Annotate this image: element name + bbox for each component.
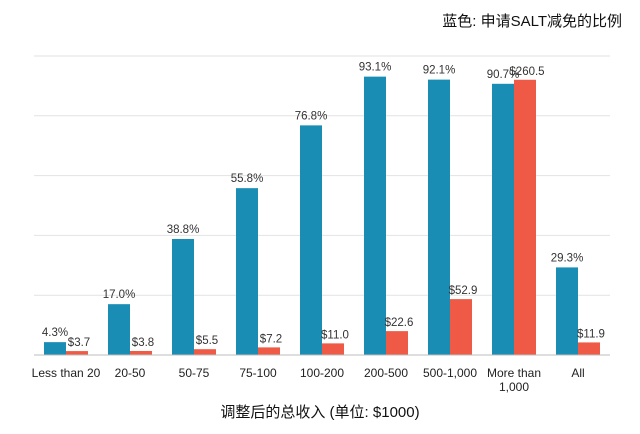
x-tick-label: 100-200 (300, 366, 344, 380)
bar-share (300, 125, 322, 355)
data-label-amount: $11.0 (321, 329, 349, 341)
data-label-share: 90.7% (487, 69, 520, 81)
bar-share (556, 267, 578, 355)
x-tick-label: 200-500 (364, 366, 408, 380)
data-label-amount: $3.8 (132, 337, 154, 349)
x-axis-title: 调整后的总收入 (单位: $1000) (220, 404, 420, 421)
bar-amount (578, 342, 600, 355)
data-label-share: 4.3% (42, 327, 68, 339)
data-label-amount: $3.7 (68, 337, 90, 349)
bar-amount (258, 347, 280, 355)
data-label-share: 29.3% (551, 252, 584, 264)
x-tick-label: 1,000 (499, 380, 529, 394)
x-tick-label: 75-100 (239, 366, 277, 380)
bar-amount (450, 299, 472, 355)
bar-amount (130, 350, 152, 355)
x-tick-label: 20-50 (115, 366, 146, 380)
bar-amount (514, 79, 536, 355)
data-label-amount: $7.2 (260, 333, 282, 345)
x-tick-label: 50-75 (179, 366, 210, 380)
data-label-amount: $52.9 (449, 285, 478, 297)
x-tick-label: Less than 20 (32, 366, 101, 380)
bar-share (108, 304, 130, 355)
data-label-share: 38.8% (167, 224, 200, 236)
bar-amount (66, 351, 88, 355)
data-label-share: 17.0% (103, 289, 136, 301)
x-tick-label: All (571, 366, 584, 380)
bar-amount (194, 349, 216, 355)
bar-share (364, 76, 386, 356)
bar-share (172, 238, 194, 355)
legend-note: 蓝色: 申请SALT减免的比例 (442, 13, 622, 30)
bar-amount (322, 343, 344, 355)
bar-share (236, 188, 258, 355)
data-label-amount: $11.9 (577, 328, 605, 340)
bar-share (492, 83, 514, 355)
data-label-share: 76.8% (295, 110, 328, 122)
data-label-amount: $260.5 (509, 66, 544, 78)
data-label-amount: $22.6 (385, 317, 414, 329)
x-tick-label: More than (487, 366, 541, 380)
data-label-share: 92.1% (423, 65, 456, 77)
bar-share (428, 79, 450, 355)
bar-amount (386, 331, 408, 355)
x-tick-label: 500-1,000 (423, 366, 477, 380)
data-label-share: 55.8% (231, 173, 264, 185)
data-label-share: 93.1% (359, 62, 392, 74)
bar-share (44, 342, 66, 355)
data-label-amount: $5.5 (196, 335, 218, 347)
